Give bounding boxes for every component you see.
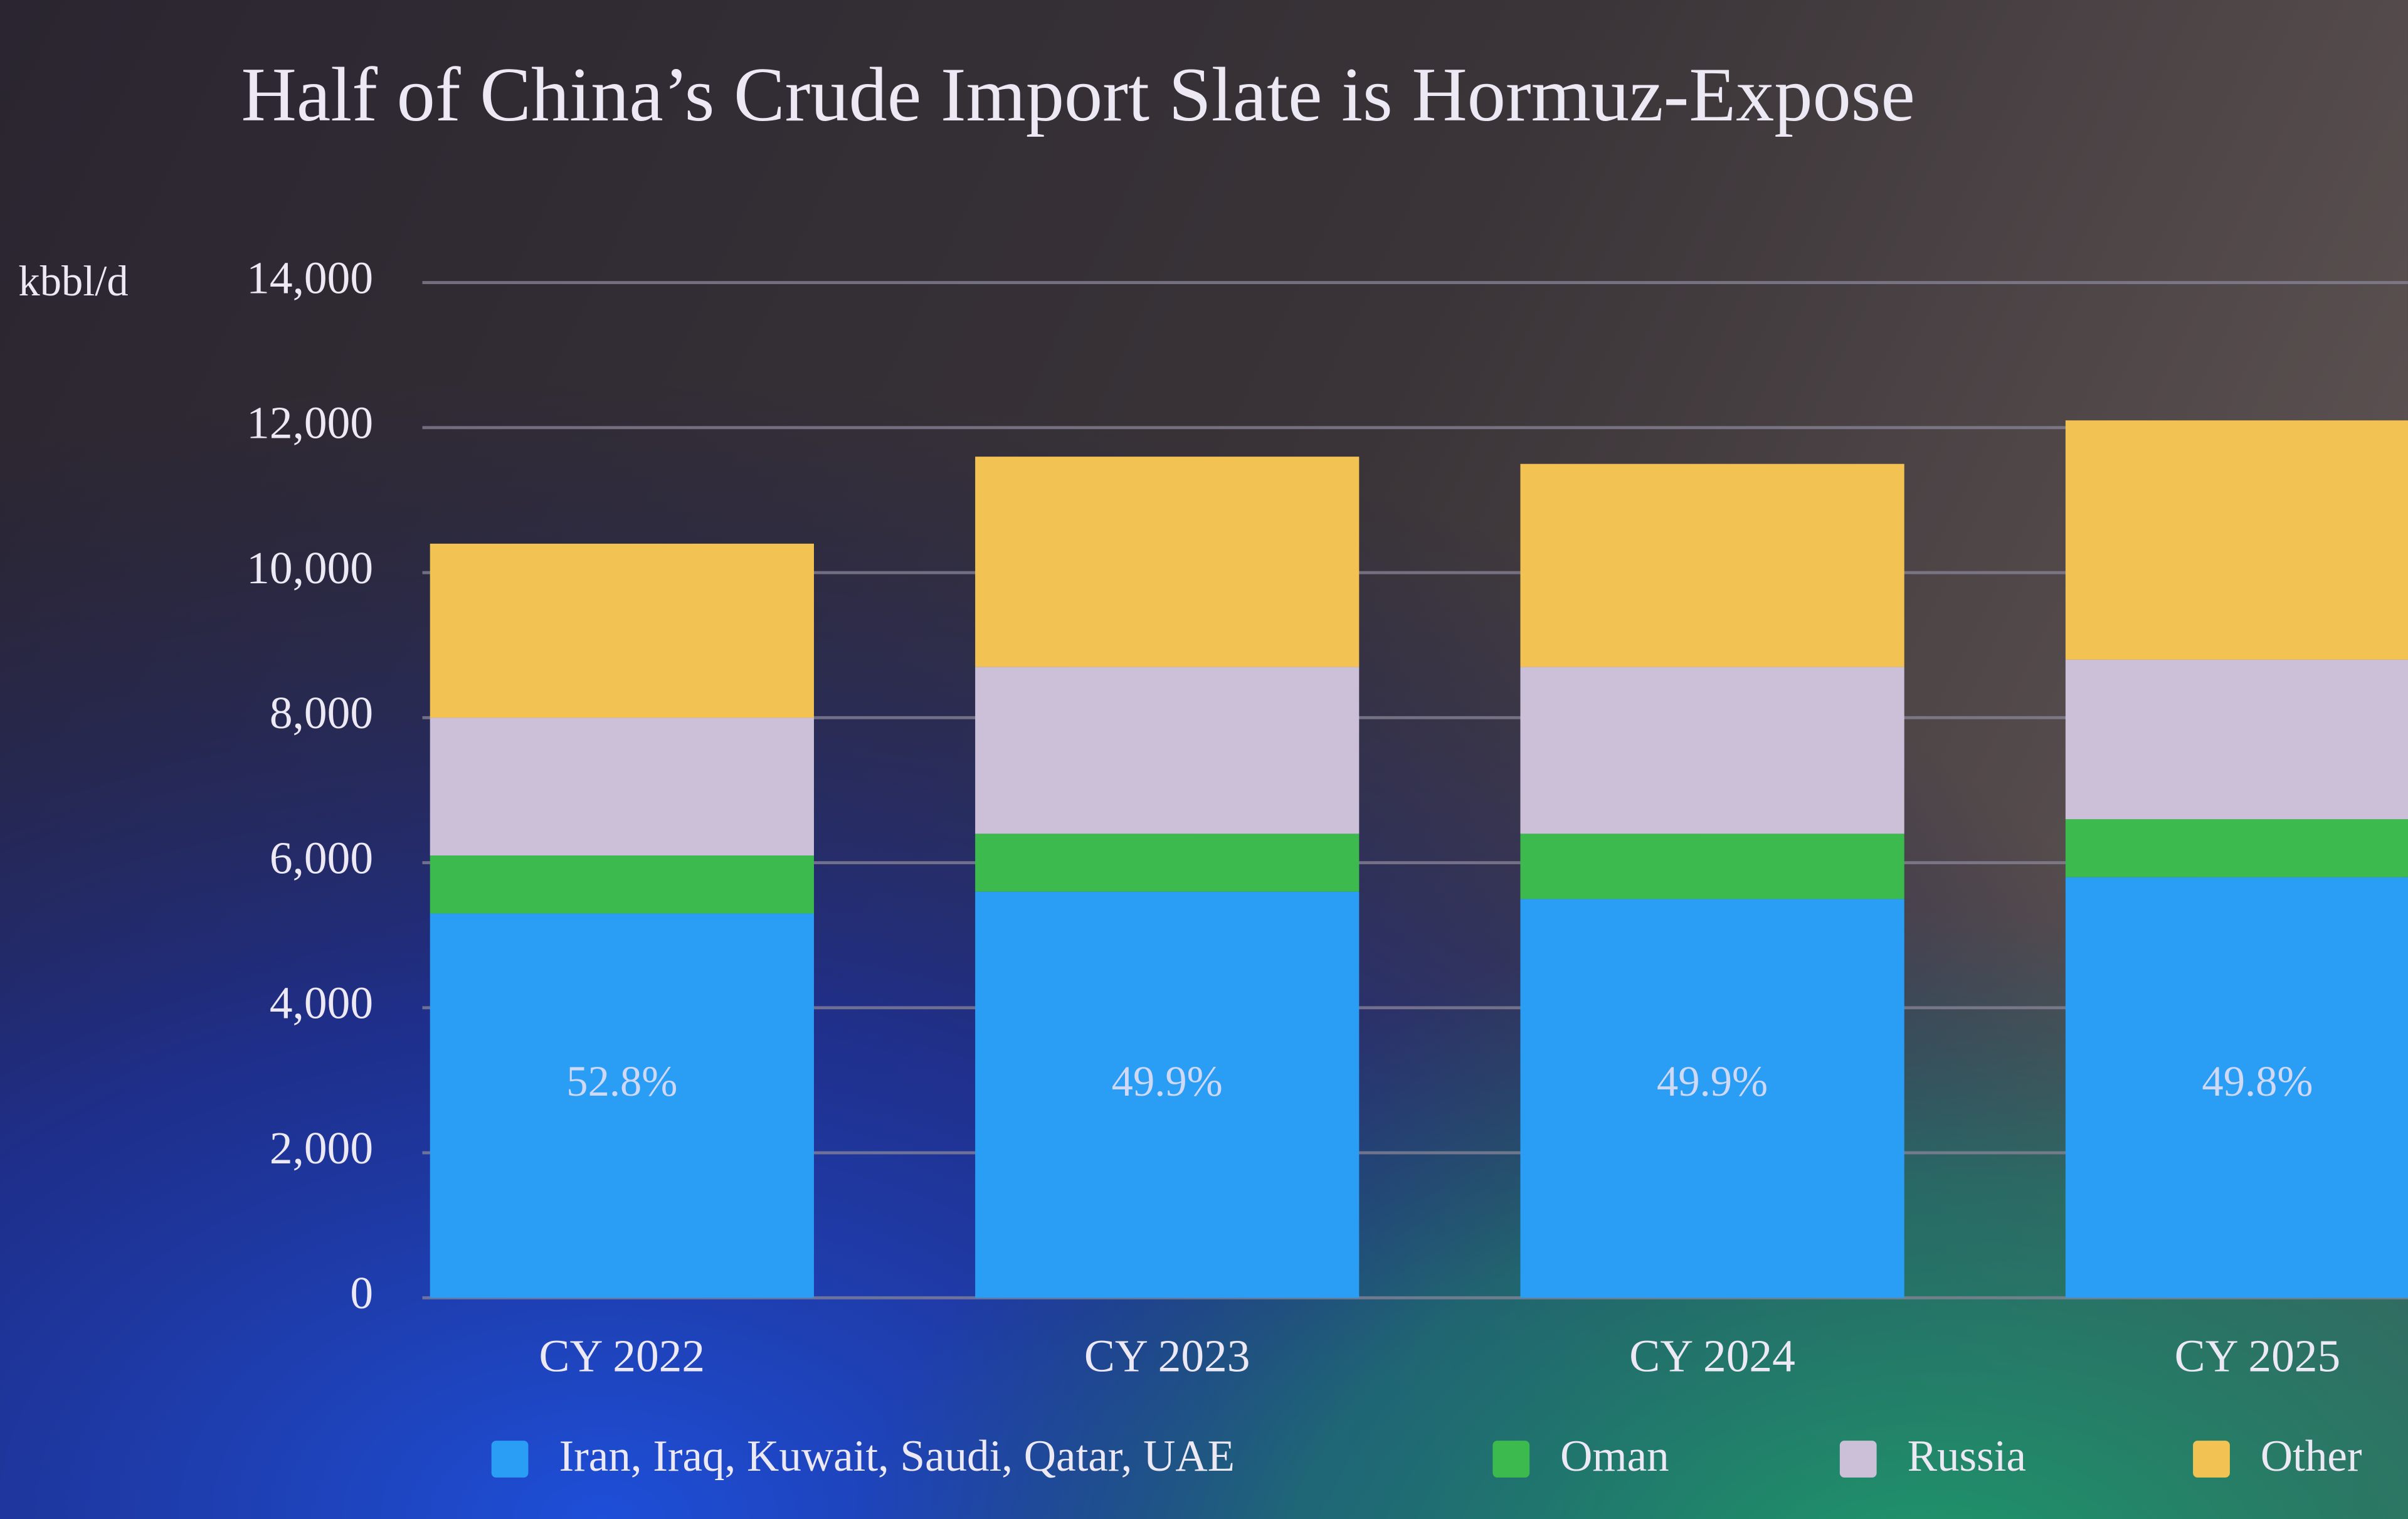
bar-segment	[2065, 420, 2408, 660]
bar-segment	[2065, 877, 2408, 1298]
share-label: 49.9%	[1112, 1057, 1223, 1105]
bar-segment	[1520, 667, 1904, 834]
y-axis-label: kbbl/d	[18, 257, 128, 305]
share-label: 49.8%	[2202, 1057, 2313, 1105]
y-tick-label: 12,000	[246, 398, 373, 448]
bar-segment	[430, 543, 814, 718]
legend-swatch	[2193, 1441, 2230, 1478]
chart-title: Half of China’s Crude Import Slate is Ho…	[241, 53, 1915, 137]
share-label: 49.9%	[1657, 1057, 1768, 1105]
bar-segment	[2065, 659, 2408, 820]
y-tick-label: 10,000	[246, 542, 373, 593]
bar-segment	[975, 457, 1360, 667]
legend-label: Iran, Iraq, Kuwait, Saudi, Qatar, UAE	[559, 1432, 1235, 1481]
x-tick-label: CY 2024	[1629, 1331, 1795, 1382]
bar-segment	[1520, 834, 1904, 899]
bar-segment	[430, 717, 814, 856]
y-tick-label: 4,000	[270, 978, 373, 1029]
bar-segment	[975, 834, 1360, 892]
bar-segment	[1520, 463, 1904, 667]
share-label: 52.8%	[566, 1057, 677, 1105]
bar-segment	[1520, 899, 1904, 1298]
legend-label: Oman	[1560, 1432, 1669, 1481]
bar-segment	[975, 667, 1360, 834]
bar-segment	[975, 891, 1360, 1298]
bar-segment	[2065, 819, 2408, 877]
y-tick-label: 14,000	[246, 252, 373, 303]
bar-segment	[430, 855, 814, 914]
bar-segment	[430, 913, 814, 1298]
legend-swatch	[1839, 1441, 1877, 1478]
y-tick-label: 2,000	[270, 1123, 373, 1173]
x-tick-label: CY 2023	[1084, 1331, 1250, 1382]
y-tick-label: 6,000	[270, 832, 373, 883]
legend-swatch	[1492, 1441, 1530, 1478]
x-tick-label: CY 2025	[2175, 1331, 2341, 1382]
y-tick-label: 0	[350, 1268, 373, 1318]
legend-label: Other	[2261, 1432, 2362, 1481]
legend-label: Russia	[1908, 1432, 2026, 1481]
legend-swatch	[491, 1441, 529, 1478]
x-tick-label: CY 2022	[539, 1331, 705, 1382]
y-tick-label: 8,000	[270, 687, 373, 738]
